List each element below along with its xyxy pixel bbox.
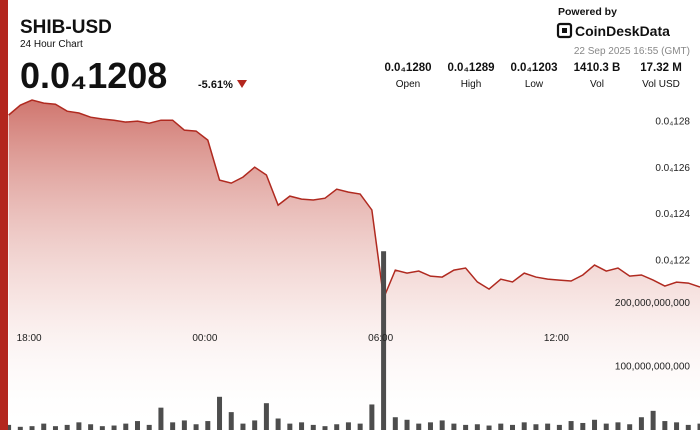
chart-subtitle: 24 Hour Chart: [20, 39, 83, 50]
volume-bar: [697, 423, 700, 430]
volume-bar: [17, 426, 23, 430]
current-price: 0.0₄1208: [20, 55, 167, 96]
volume-bar: [345, 422, 351, 430]
price-area: [8, 100, 700, 430]
y-tick-label: 0.0₄124: [655, 209, 690, 220]
volume-bar: [64, 424, 70, 430]
volume-bar: [205, 421, 211, 430]
x-tick-label: 12:00: [544, 333, 569, 344]
volume-bar: [369, 404, 375, 430]
volume-bar: [439, 420, 445, 430]
chart-title: SHIB-USD: [20, 17, 112, 38]
stat-value: 17.32 M: [640, 62, 682, 74]
volume-bar: [392, 417, 398, 430]
x-tick-label: 06:00: [368, 333, 393, 344]
timestamp: 22 Sep 2025 16:55 (GMT): [574, 46, 690, 57]
y2-tick-label: 100,000,000,000: [615, 362, 691, 373]
volume-bar: [41, 423, 47, 430]
stat-value: 0.0₄1280: [384, 62, 431, 74]
volume-bar: [275, 418, 281, 430]
volume-bar: [451, 423, 457, 430]
volume-bar: [521, 422, 527, 430]
y-tick-label: 0.0₄126: [655, 163, 690, 174]
stat-label: High: [461, 79, 482, 90]
volume-bar: [334, 424, 340, 430]
stat-label: Open: [396, 79, 420, 90]
brand-logo: [556, 22, 573, 39]
stat-value: 0.0₄1289: [447, 62, 494, 74]
x-tick-label: 18:00: [17, 333, 42, 344]
volume-bar: [404, 419, 410, 430]
volume-bar: [123, 423, 129, 430]
volume-bar: [146, 424, 152, 430]
accent-bar: [0, 0, 8, 430]
volume-bar: [416, 423, 422, 430]
stat-value: 0.0₄1203: [510, 62, 557, 74]
price-line: [8, 99, 700, 301]
volume-bar: [322, 426, 328, 430]
volume-bar: [638, 417, 644, 430]
volume-bar: [486, 425, 492, 430]
stat-value: 1410.3 B: [574, 62, 621, 74]
volume-bar: [592, 419, 598, 430]
volume-bar: [580, 422, 586, 430]
volume-bar: [509, 424, 515, 430]
volume-bar: [310, 424, 316, 430]
volume-bar: [240, 423, 246, 430]
volume-bar: [263, 403, 269, 430]
volume-bar: [556, 424, 562, 430]
volume-bar: [627, 424, 633, 430]
volume-bar: [474, 424, 480, 430]
volume-bar: [111, 425, 117, 430]
volume-bar: [193, 424, 199, 430]
volume-bar: [662, 421, 668, 430]
volume-bar: [568, 421, 574, 430]
volume-bar: [299, 422, 305, 430]
volume-bar: [685, 424, 691, 430]
volume-bar: [170, 422, 176, 430]
volume-bar: [381, 251, 387, 430]
volume-bar: [603, 423, 609, 430]
volume-bar: [217, 396, 223, 430]
volume-bar: [134, 421, 140, 430]
volume-bar: [287, 423, 293, 430]
volume-bar: [545, 423, 551, 430]
volume-bar: [357, 423, 363, 430]
volume-bar: [615, 422, 621, 430]
volume-bar: [76, 422, 82, 430]
x-tick-label: 00:00: [192, 333, 217, 344]
volume-bar: [650, 410, 656, 430]
volume-bar: [99, 426, 105, 430]
volume-bar: [29, 426, 35, 430]
volume-bar: [252, 420, 258, 430]
volume-bar: [427, 422, 433, 430]
volume-bar: [674, 422, 680, 430]
volume-bar: [181, 420, 187, 430]
volume-bar: [228, 412, 234, 430]
volume-bar: [6, 424, 12, 430]
y-tick-label: 0.0₄128: [655, 117, 690, 128]
y-tick-label: 0.0₄122: [655, 255, 690, 266]
stat-label: Vol USD: [642, 79, 680, 90]
powered-by: Powered by: [558, 6, 617, 18]
volume-bar: [52, 426, 58, 430]
volume-bar: [88, 424, 94, 430]
volume-bar: [158, 407, 164, 430]
volume-bar: [498, 423, 504, 430]
plot-area: 0.0₄128 0.0₄126 0.0₄124 0.0₄122 100,000,000,…: [6, 99, 700, 430]
stat-label: Low: [525, 79, 544, 90]
price-change: -5.61%: [198, 79, 233, 91]
volume-bar: [533, 424, 539, 430]
stat-label: Vol: [590, 79, 604, 90]
y2-tick-label: 200,000,000,000: [615, 298, 691, 309]
brand-name: CoinDeskData: [575, 23, 670, 39]
down-arrow: [237, 80, 247, 88]
volume-bar: [463, 424, 469, 430]
